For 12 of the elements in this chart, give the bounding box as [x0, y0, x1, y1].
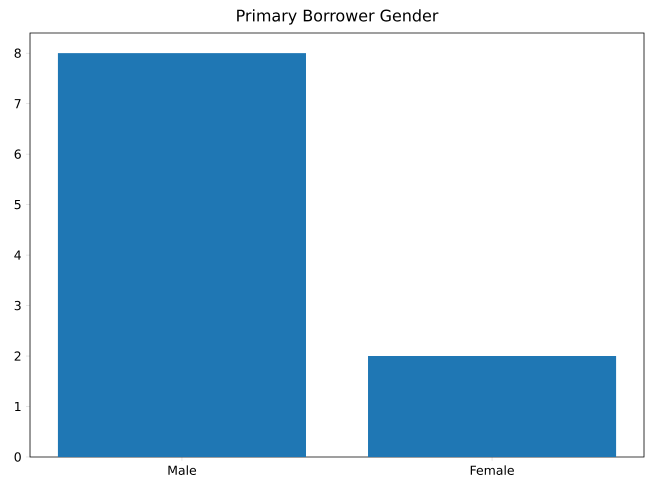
x-tick-label: Male — [168, 465, 196, 475]
y-tick-label: 0 — [14, 452, 21, 462]
y-tick-label: 1 — [15, 402, 21, 412]
y-tick-label: 8 — [14, 48, 21, 58]
y-tick-label: 3 — [14, 300, 21, 310]
chart-title: Primary Borrower Gender — [237, 9, 438, 25]
y-tick-label: 5 — [14, 200, 21, 210]
y-tick-label: 6 — [14, 149, 21, 159]
x-tick-label: Female — [470, 465, 514, 475]
y-tick-label: 4 — [14, 250, 21, 260]
y-tick-label: 7 — [14, 99, 21, 108]
y-tick-label: 2 — [14, 351, 20, 361]
